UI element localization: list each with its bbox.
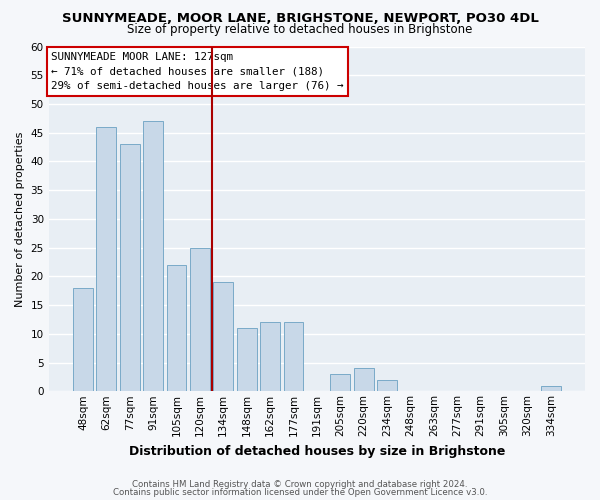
- Bar: [237, 328, 257, 392]
- Bar: [214, 282, 233, 392]
- Bar: [330, 374, 350, 392]
- Text: Contains public sector information licensed under the Open Government Licence v3: Contains public sector information licen…: [113, 488, 487, 497]
- X-axis label: Distribution of detached houses by size in Brighstone: Distribution of detached houses by size …: [128, 444, 505, 458]
- Y-axis label: Number of detached properties: Number of detached properties: [15, 131, 25, 306]
- Text: SUNNYMEADE MOOR LANE: 127sqm
← 71% of detached houses are smaller (188)
29% of s: SUNNYMEADE MOOR LANE: 127sqm ← 71% of de…: [52, 52, 344, 92]
- Text: Size of property relative to detached houses in Brighstone: Size of property relative to detached ho…: [127, 22, 473, 36]
- Text: Contains HM Land Registry data © Crown copyright and database right 2024.: Contains HM Land Registry data © Crown c…: [132, 480, 468, 489]
- Bar: [143, 121, 163, 392]
- Bar: [260, 322, 280, 392]
- Bar: [120, 144, 140, 392]
- Bar: [97, 127, 116, 392]
- Bar: [167, 265, 187, 392]
- Bar: [284, 322, 304, 392]
- Bar: [353, 368, 374, 392]
- Bar: [541, 386, 560, 392]
- Text: SUNNYMEADE, MOOR LANE, BRIGHSTONE, NEWPORT, PO30 4DL: SUNNYMEADE, MOOR LANE, BRIGHSTONE, NEWPO…: [62, 12, 538, 26]
- Bar: [377, 380, 397, 392]
- Bar: [190, 248, 210, 392]
- Bar: [73, 288, 93, 392]
